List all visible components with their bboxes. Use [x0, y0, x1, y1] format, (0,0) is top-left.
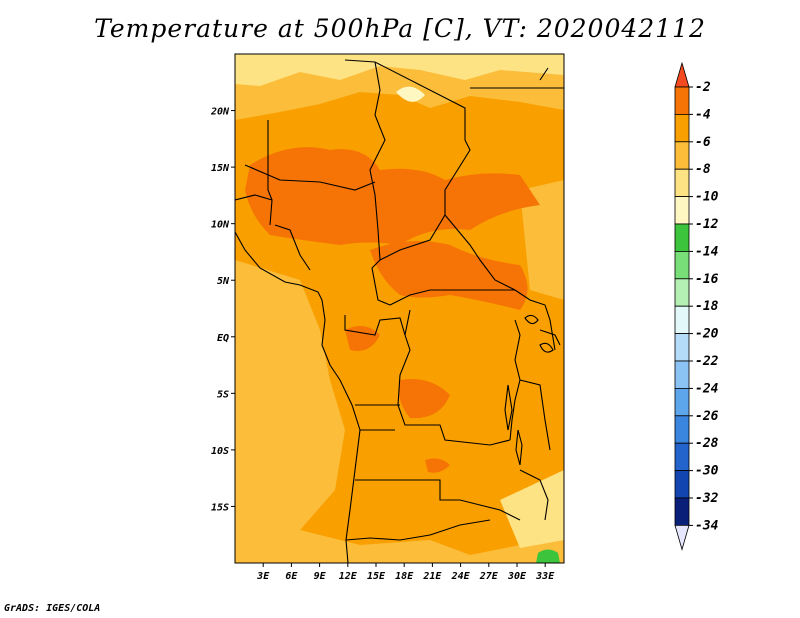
chart-title: Temperature at 500hPa [C], VT: 202004211… — [94, 14, 706, 43]
colorbar-segment — [674, 415, 690, 444]
field-warm-patch — [425, 458, 450, 473]
colorbar-label: -16 — [695, 272, 719, 287]
x-tick-label: 9E — [314, 571, 327, 582]
colorbar-label: -24 — [695, 381, 719, 396]
field-south-8 — [235, 520, 564, 563]
colorbar-segment — [674, 387, 690, 417]
y-tick-label: 20N — [210, 107, 230, 118]
field-east-8 — [520, 180, 564, 300]
colorbar-label: -14 — [695, 244, 719, 259]
colorbar-segment — [674, 250, 690, 280]
colorbar-segment — [674, 360, 690, 389]
y-tick-label: 5N — [217, 276, 230, 287]
field-warm-gabon — [345, 326, 380, 351]
y-tick-label: 15S — [211, 502, 229, 513]
colorbar-segment — [674, 114, 690, 143]
x-tick-label: 21E — [422, 571, 442, 582]
y-tick-label: 10S — [211, 446, 229, 457]
x-tick-label: 24E — [451, 571, 471, 582]
colorbar-label: -22 — [695, 354, 719, 369]
y-tick-label: 15N — [211, 163, 230, 174]
colorbar-label: -30 — [695, 464, 719, 479]
lakes — [504, 314, 554, 466]
colorbar-segment — [674, 168, 690, 197]
x-tick-label: 33E — [535, 571, 555, 582]
country-boundaries — [235, 59, 564, 563]
colorbar-bottom-triangle — [674, 525, 690, 551]
colorbar-label: -4 — [695, 107, 711, 122]
colorbar-label: -32 — [695, 491, 719, 506]
colorbar-segment — [674, 442, 690, 472]
colorbar-segment — [674, 305, 690, 335]
field-west-8 — [235, 260, 345, 545]
field-band-far-north — [235, 54, 564, 86]
temperature-field — [235, 54, 564, 563]
x-tick-label: 18E — [395, 571, 414, 582]
colorbar-label: -18 — [695, 299, 719, 314]
colorbar-label: -34 — [695, 518, 719, 533]
colorbar-label: -2 — [695, 80, 711, 95]
colorbar-label: -12 — [695, 217, 719, 232]
x-axis: 3E 6E 9E 12E 15E 18E 21E 24E 27E 30E 33E — [256, 563, 555, 582]
colorbar-segment — [674, 86, 690, 115]
y-tick-label: EQ — [217, 333, 229, 344]
x-tick-label: 3E — [256, 571, 270, 582]
colorbar-label: -20 — [695, 327, 719, 342]
colorbar-segment — [674, 141, 690, 170]
colorbar-label: -28 — [695, 436, 719, 451]
field-cold-patch — [536, 549, 560, 563]
field-southeast-10 — [500, 470, 564, 548]
colorbar: -2 -4 -6 -8 -10 -12 -14 -16 -18 -20 -22 -24 -26 -28 -3… — [674, 61, 719, 551]
x-tick-label: 30E — [507, 571, 527, 582]
y-axis: 20N 15N 10N 5N EQ 5S 10S 15S — [210, 107, 235, 513]
colorbar-label: -10 — [695, 190, 719, 205]
field-warm-north — [245, 147, 540, 245]
map-frame — [234, 53, 565, 564]
field-warm-south — [398, 379, 450, 419]
x-tick-label: 15E — [367, 571, 386, 582]
colorbar-top-triangle — [674, 61, 690, 88]
colorbar-segment — [674, 470, 690, 499]
colorbar-segment — [674, 278, 690, 307]
field-patch-cold — [396, 86, 425, 102]
field-warm-central — [370, 241, 528, 310]
colorbar-label: -6 — [695, 135, 711, 150]
colorbar-segment — [674, 196, 690, 225]
colorbar-label: -8 — [695, 162, 711, 177]
y-tick-label: 5S — [217, 389, 229, 400]
colorbar-segment — [674, 223, 690, 252]
x-tick-label: 6E — [285, 571, 298, 582]
x-tick-label: 12E — [339, 571, 358, 582]
colorbar-label: -26 — [695, 409, 719, 424]
x-tick-label: 27E — [479, 571, 499, 582]
y-tick-label: 10N — [211, 220, 230, 231]
colorbar-segment — [674, 333, 690, 362]
colorbar-segment — [674, 497, 690, 526]
credit-label: GrADS: IGES/COLA — [4, 603, 101, 614]
